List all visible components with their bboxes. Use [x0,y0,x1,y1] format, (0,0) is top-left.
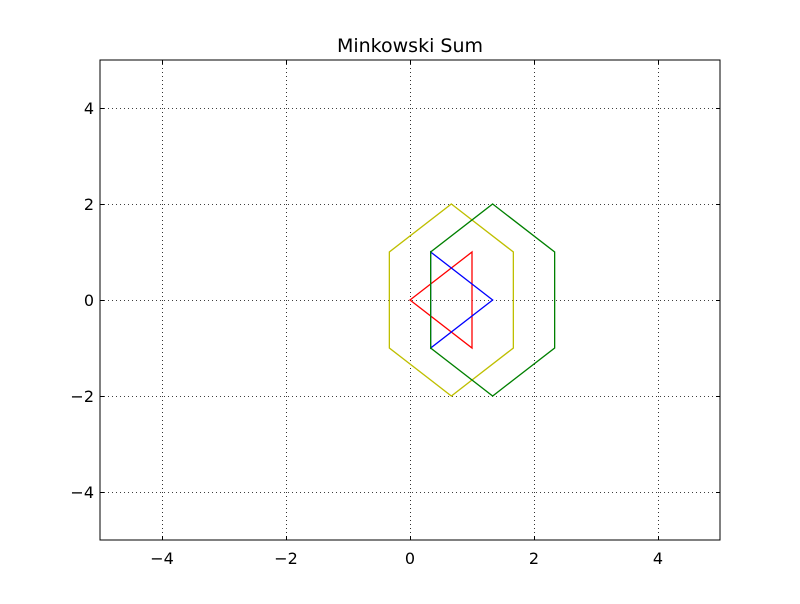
tick-marks [100,60,720,540]
series-line-1 [408,250,473,350]
y-tick-label: 0 [84,291,94,310]
y-tick-label: 4 [84,99,94,118]
x-tick-label: 4 [653,549,663,568]
y-tick-label: −4 [70,483,94,502]
tick-labels: −4 −2 0 2 4 −4 −2 0 2 4 [70,99,663,568]
x-tick-label: −2 [274,549,298,568]
series-line-3 [388,203,514,397]
grid-lines [100,60,720,540]
y-tick-label: −2 [70,387,94,406]
x-tick-label: 0 [405,549,415,568]
x-tick-label: −4 [150,549,174,568]
series-layer [388,203,556,397]
y-tick-label: 2 [84,195,94,214]
series-line-4 [429,203,556,397]
x-tick-label: 2 [529,549,539,568]
chart-title: Minkowski Sum [337,35,483,57]
